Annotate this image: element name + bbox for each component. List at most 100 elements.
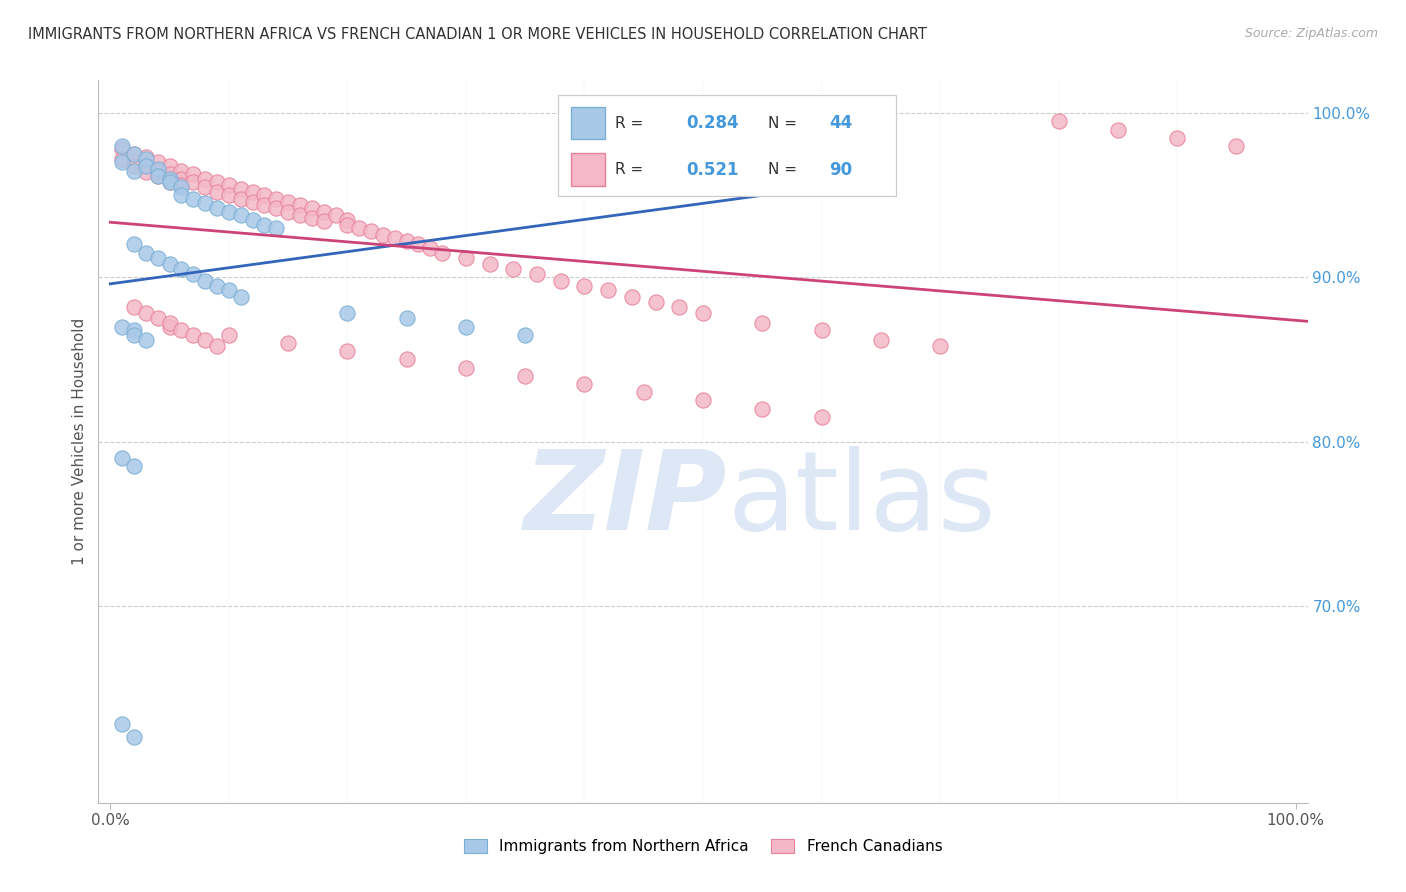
Point — [277, 204, 299, 219]
Point — [277, 336, 299, 351]
Point — [159, 319, 181, 334]
Point — [194, 180, 217, 194]
Point — [325, 208, 347, 222]
Point — [170, 188, 193, 202]
Point — [135, 159, 157, 173]
Point — [229, 181, 252, 195]
Point — [371, 227, 394, 242]
Point — [122, 163, 145, 178]
Point — [122, 323, 145, 337]
Point — [1107, 122, 1129, 136]
Point — [122, 730, 145, 744]
Point — [253, 198, 276, 212]
Point — [146, 161, 169, 176]
Point — [194, 196, 217, 211]
Point — [574, 377, 596, 392]
Point — [1225, 139, 1247, 153]
Point — [194, 333, 217, 347]
Point — [159, 171, 181, 186]
Point — [336, 306, 359, 320]
Point — [122, 147, 145, 161]
Point — [1047, 114, 1070, 128]
Point — [159, 167, 181, 181]
Point — [810, 323, 832, 337]
Point — [159, 257, 181, 271]
Point — [288, 208, 311, 222]
Point — [146, 155, 169, 169]
Point — [218, 327, 240, 342]
Point — [135, 245, 157, 260]
Point — [170, 171, 193, 186]
Point — [574, 278, 596, 293]
Point — [122, 155, 145, 169]
Point — [312, 204, 335, 219]
Point — [135, 165, 157, 179]
Point — [159, 175, 181, 189]
Point — [264, 192, 287, 206]
Point — [229, 290, 252, 304]
Point — [454, 360, 477, 375]
Point — [550, 274, 572, 288]
Point — [301, 211, 323, 226]
Point — [229, 208, 252, 222]
Point — [264, 202, 287, 216]
Point — [159, 159, 181, 173]
Text: atlas: atlas — [727, 446, 995, 553]
Text: ZIP: ZIP — [523, 446, 727, 553]
Point — [929, 339, 952, 353]
Point — [395, 234, 418, 248]
Point — [122, 300, 145, 314]
Point — [1166, 130, 1188, 145]
Point — [264, 221, 287, 235]
Point — [384, 231, 406, 245]
Point — [336, 344, 359, 359]
Point — [181, 327, 204, 342]
Point — [620, 290, 643, 304]
Point — [810, 409, 832, 424]
Point — [751, 316, 773, 330]
Point — [135, 151, 157, 165]
Point — [170, 163, 193, 178]
Text: IMMIGRANTS FROM NORTHERN AFRICA VS FRENCH CANADIAN 1 OR MORE VEHICLES IN HOUSEHO: IMMIGRANTS FROM NORTHERN AFRICA VS FRENC… — [28, 27, 927, 42]
Point — [111, 155, 134, 169]
Point — [205, 278, 228, 293]
Point — [159, 175, 181, 189]
Point — [347, 221, 370, 235]
Point — [146, 169, 169, 183]
Point — [360, 224, 382, 238]
Point — [526, 267, 548, 281]
Point — [408, 237, 430, 252]
Point — [111, 142, 134, 156]
Point — [159, 316, 181, 330]
Point — [668, 300, 690, 314]
Point — [336, 218, 359, 232]
Point — [181, 267, 204, 281]
Text: Source: ZipAtlas.com: Source: ZipAtlas.com — [1244, 27, 1378, 40]
Point — [478, 257, 501, 271]
Point — [111, 717, 134, 731]
Point — [692, 393, 714, 408]
Point — [194, 171, 217, 186]
Point — [111, 152, 134, 166]
Point — [395, 352, 418, 367]
Point — [135, 333, 157, 347]
Point — [242, 194, 264, 209]
Point — [432, 245, 454, 260]
Point — [288, 198, 311, 212]
Point — [135, 159, 157, 173]
Point — [111, 319, 134, 334]
Point — [419, 241, 441, 255]
Point — [135, 152, 157, 166]
Point — [633, 385, 655, 400]
Point — [181, 192, 204, 206]
Point — [253, 188, 276, 202]
Point — [229, 192, 252, 206]
Point — [454, 251, 477, 265]
Point — [242, 185, 264, 199]
Point — [205, 185, 228, 199]
Point — [515, 327, 537, 342]
Point — [644, 295, 666, 310]
Point — [301, 202, 323, 216]
Point — [218, 204, 240, 219]
Point — [205, 202, 228, 216]
